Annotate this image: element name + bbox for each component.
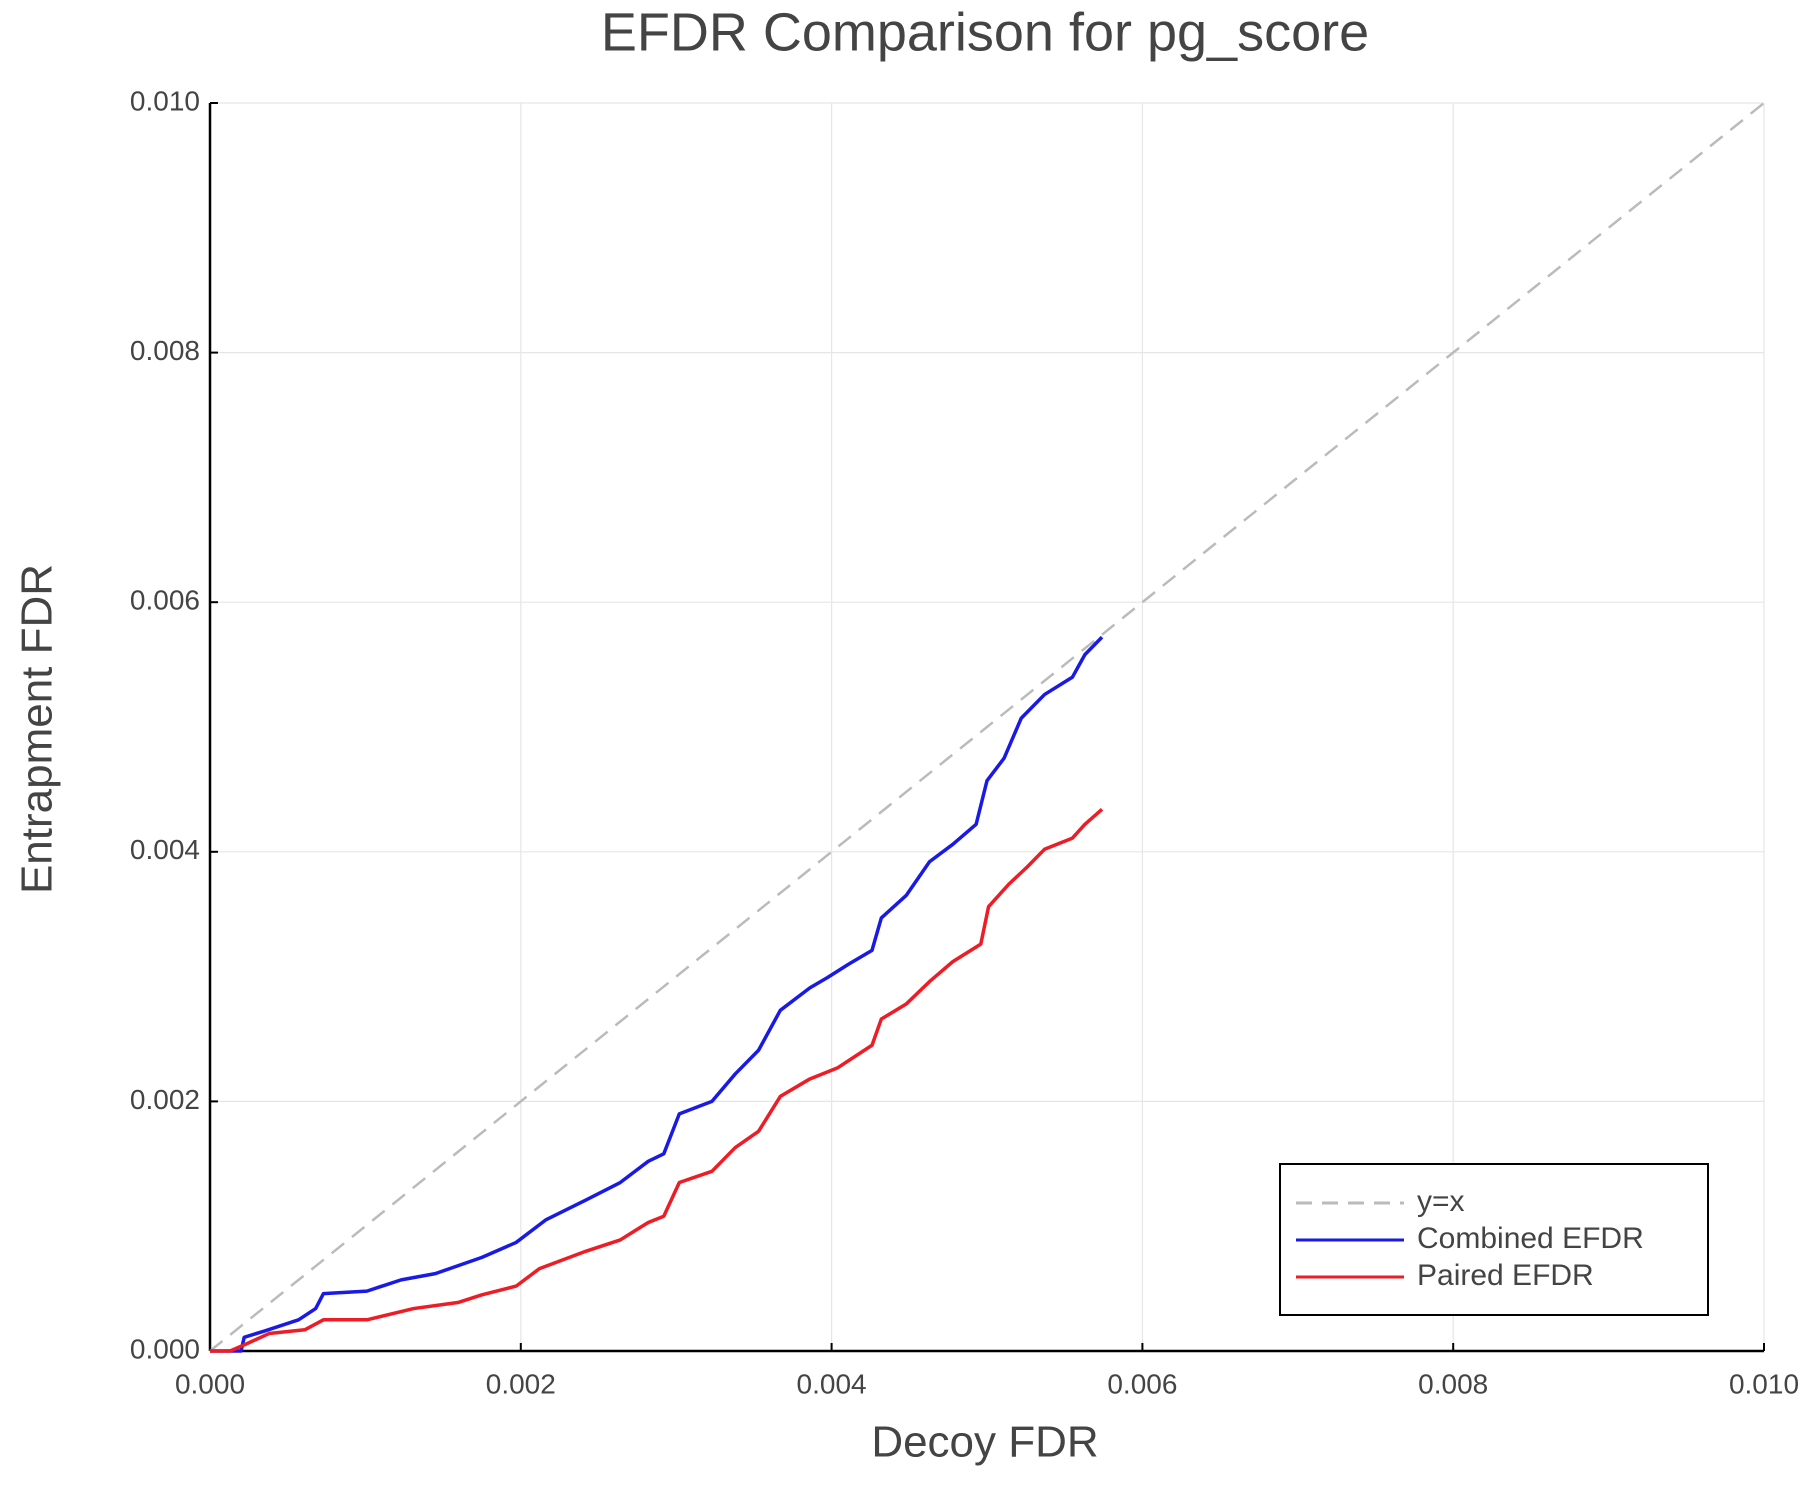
legend-box: [1279, 1163, 1709, 1316]
y-tick-label: 0.002: [130, 1084, 200, 1115]
legend-label: Paired EFDR: [1417, 1259, 1594, 1292]
x-axis-label: Decoy FDR: [871, 1418, 1098, 1467]
series-line: [210, 808, 1104, 1353]
x-tick-label: 0.006: [1107, 1368, 1177, 1399]
legend-label: Combined EFDR: [1417, 1222, 1644, 1255]
chart-title: EFDR Comparison for pg_score: [601, 2, 1369, 62]
y-tick-label: 0.010: [130, 85, 200, 116]
y-tick-label: 0.008: [130, 335, 200, 366]
x-tick-label: 0.010: [1729, 1368, 1799, 1399]
x-tick-label: 0.000: [175, 1368, 245, 1399]
x-tick-label: 0.008: [1418, 1368, 1488, 1399]
legend-label: y=x: [1417, 1185, 1465, 1218]
x-tick-label: 0.004: [797, 1368, 867, 1399]
y-tick-label: 0.000: [130, 1333, 200, 1364]
series-line: [210, 635, 1104, 1353]
y-tick-label: 0.004: [130, 834, 200, 865]
series-line: [209, 102, 1765, 1352]
x-tick-label: 0.002: [486, 1368, 556, 1399]
y-tick-label: 0.006: [130, 585, 200, 616]
y-axis-label: Entrapment FDR: [13, 564, 62, 894]
